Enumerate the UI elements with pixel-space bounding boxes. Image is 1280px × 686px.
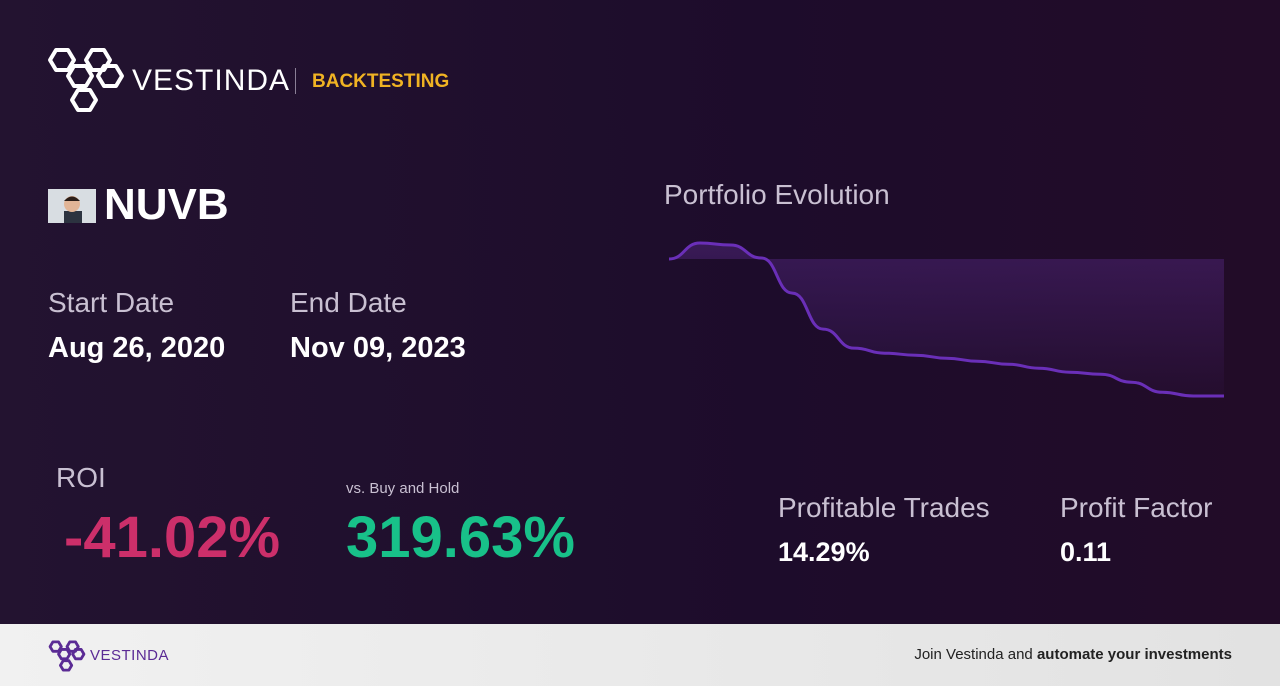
roi-value: -41.02%	[64, 505, 281, 570]
start-label: Start Date	[48, 287, 175, 318]
logo-icon	[48, 48, 124, 112]
footer: VESTINDA Join Vestinda and automate your…	[0, 624, 1280, 686]
footer-brand: VESTINDA	[90, 647, 170, 664]
stat-label: Profitable Trades	[778, 492, 990, 523]
start-date: Aug 26, 2020	[48, 332, 226, 364]
stat-value: 14.29%	[778, 537, 870, 567]
compare-label: vs. Buy and Hold	[346, 480, 460, 497]
cta-bold: automate your investments	[1036, 646, 1232, 663]
roi-label: ROI	[56, 462, 106, 493]
end-date: Nov 09, 2023	[290, 332, 466, 364]
chart	[668, 241, 1224, 398]
stat-label: Profit Factor	[1060, 492, 1213, 523]
cta-prefix: Join Vestinda and	[914, 646, 1033, 663]
footer-cta: Join Vestinda and automate your investme…	[914, 646, 1232, 663]
end-label: End Date	[290, 287, 407, 318]
section: BACKTESTING	[312, 71, 450, 92]
portfolio-line	[668, 241, 1224, 398]
compare-value: 319.63%	[346, 505, 575, 570]
chart-title: Portfolio Evolution	[664, 179, 890, 210]
brand: VESTINDA	[132, 64, 291, 97]
stat-value: 0.11	[1060, 537, 1112, 567]
avatar	[48, 189, 96, 223]
area	[669, 243, 1224, 396]
divider	[295, 68, 296, 94]
ticker: NUVB	[104, 180, 229, 229]
footer-logo-icon	[48, 640, 86, 672]
